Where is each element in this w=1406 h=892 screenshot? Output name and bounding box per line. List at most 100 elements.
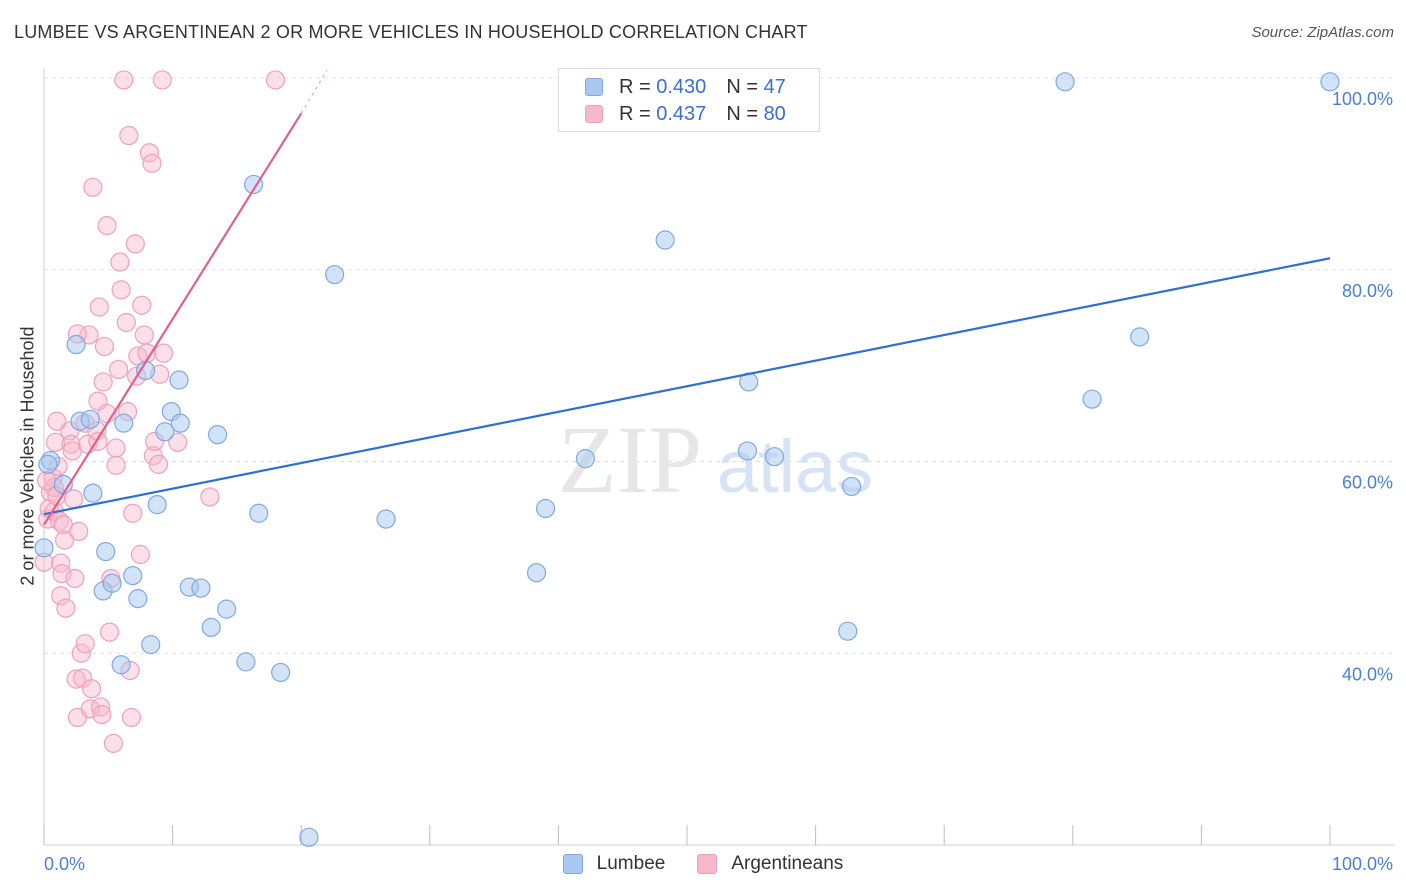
lumbee-point: [1130, 327, 1150, 347]
argentineans-point: [134, 325, 154, 345]
lumbee-point: [838, 621, 858, 641]
lumbee-point: [128, 589, 148, 609]
argentineans-point: [103, 733, 124, 753]
argentineans-point: [200, 487, 220, 507]
lumbee-point: [96, 542, 116, 562]
argentineans-point: [153, 343, 174, 363]
lumbee-points: [34, 72, 1340, 847]
lumbee-point: [1082, 389, 1102, 409]
argentineans-trend-line: [43, 112, 303, 526]
lumbee-point: [376, 509, 396, 529]
lumbee-point: [236, 652, 256, 672]
argentineans-points: [34, 70, 286, 753]
argentineans-point: [168, 432, 188, 452]
y-tick-label: 100.0%: [1332, 89, 1393, 109]
argentineans-point: [265, 70, 286, 90]
argentineans-point: [97, 216, 117, 236]
lumbee-point: [34, 538, 54, 558]
lumbee-point: [764, 447, 785, 467]
argentineans-point: [142, 153, 162, 173]
argentineans-point: [92, 705, 112, 725]
bottom-legend-argentineans: Argentineans: [697, 853, 843, 875]
legend-n-label: N =: [726, 75, 758, 98]
lumbee-point: [170, 413, 190, 433]
lumbee-point: [249, 503, 269, 523]
lumbee-point: [1055, 72, 1075, 92]
watermark: ZIP atlas: [558, 406, 873, 513]
legend-r-value: 0.437: [656, 102, 707, 125]
lumbee-point: [1320, 72, 1340, 92]
legend-n-value: 80: [763, 102, 786, 125]
lumbee-point: [191, 578, 211, 598]
lumbee-point: [325, 264, 345, 285]
tick-labels: 40.0% 60.0% 80.0% 100.0% 0.0% 100.0%: [44, 89, 1393, 874]
argentineans-point: [81, 679, 102, 699]
argentineans-point: [52, 564, 72, 584]
lumbee-point: [526, 563, 547, 583]
argentineans-point: [36, 471, 57, 491]
lumbee-point: [155, 422, 175, 442]
argentineans-point: [83, 177, 103, 197]
lumbee-point: [737, 441, 758, 461]
argentineans-point: [51, 586, 71, 606]
argentineans-point: [47, 411, 67, 431]
lumbee-point: [244, 174, 264, 195]
argentineans-point: [106, 455, 126, 475]
source-label: Source: ZipAtlas.com: [1251, 24, 1394, 41]
bottom-legend: Lumbee Argentineans: [0, 850, 1406, 878]
x-tick-label: 100.0%: [1332, 854, 1393, 874]
argentineans-point: [121, 707, 142, 728]
argentineans-point: [110, 252, 130, 272]
lumbee-point: [575, 449, 596, 469]
argentineans-point: [51, 553, 71, 573]
bottom-legend-label-lumbee: Lumbee: [596, 853, 666, 874]
argentineans-point: [106, 438, 126, 458]
argentineans-point: [94, 336, 115, 357]
legend-r-label: R =: [619, 102, 651, 125]
lumbee-point: [111, 655, 131, 675]
legend-row-argentineans: R = 0.437 N = 80: [585, 101, 786, 127]
lumbee-point: [83, 483, 103, 503]
argentineans-point: [111, 280, 131, 300]
lumbee-point: [147, 495, 167, 515]
y-tick-label: 40.0%: [1342, 664, 1393, 684]
lumbee-point: [299, 827, 319, 847]
lumbee-point: [80, 409, 100, 429]
bottom-legend-lumbee: Lumbee: [562, 853, 666, 875]
lumbee-point: [208, 425, 228, 445]
bottom-legend-swatch-argentineans: [697, 854, 718, 874]
bottom-legend-label-argentineans: Argentineans: [731, 853, 844, 874]
argentineans-point: [54, 530, 75, 550]
argentineans-point: [99, 622, 120, 642]
argentineans-point: [61, 434, 81, 454]
argentineans-point: [130, 544, 151, 565]
argentineans-point: [75, 634, 95, 654]
lumbee-point: [38, 454, 58, 474]
lumbee-point: [217, 599, 237, 619]
y-tick-label: 60.0%: [1342, 473, 1393, 493]
argentineans-point: [108, 359, 129, 380]
gridlines: [44, 77, 1395, 654]
lumbee-trend-line: [43, 257, 1331, 516]
lumbee-point: [169, 370, 189, 390]
argentineans-point: [116, 312, 136, 333]
legend: R = 0.430 N = 47 R = 0.437 N = 80: [558, 68, 820, 132]
legend-row-lumbee: R = 0.430 N = 47: [585, 74, 786, 100]
legend-n-label: N =: [726, 102, 758, 125]
argentineans-point: [132, 295, 152, 315]
lumbee-point: [123, 565, 143, 586]
x-tick-label: 0.0%: [44, 854, 85, 874]
lumbee-point: [66, 334, 86, 355]
lumbee-point: [114, 413, 134, 433]
trend-lines: [43, 70, 1331, 526]
y-tick-label: 80.0%: [1342, 281, 1393, 301]
argentineans-point: [93, 372, 113, 392]
argentineans-point: [71, 643, 91, 663]
argentineans-point: [65, 568, 85, 589]
legend-r-value: 0.430: [656, 75, 707, 98]
chart-title: LUMBEE VS ARGENTINEAN 2 OR MORE VEHICLES…: [14, 22, 808, 42]
legend-n-value: 47: [763, 75, 786, 98]
legend-swatch-argentineans: [585, 105, 603, 123]
bottom-legend-swatch-lumbee: [562, 854, 583, 874]
